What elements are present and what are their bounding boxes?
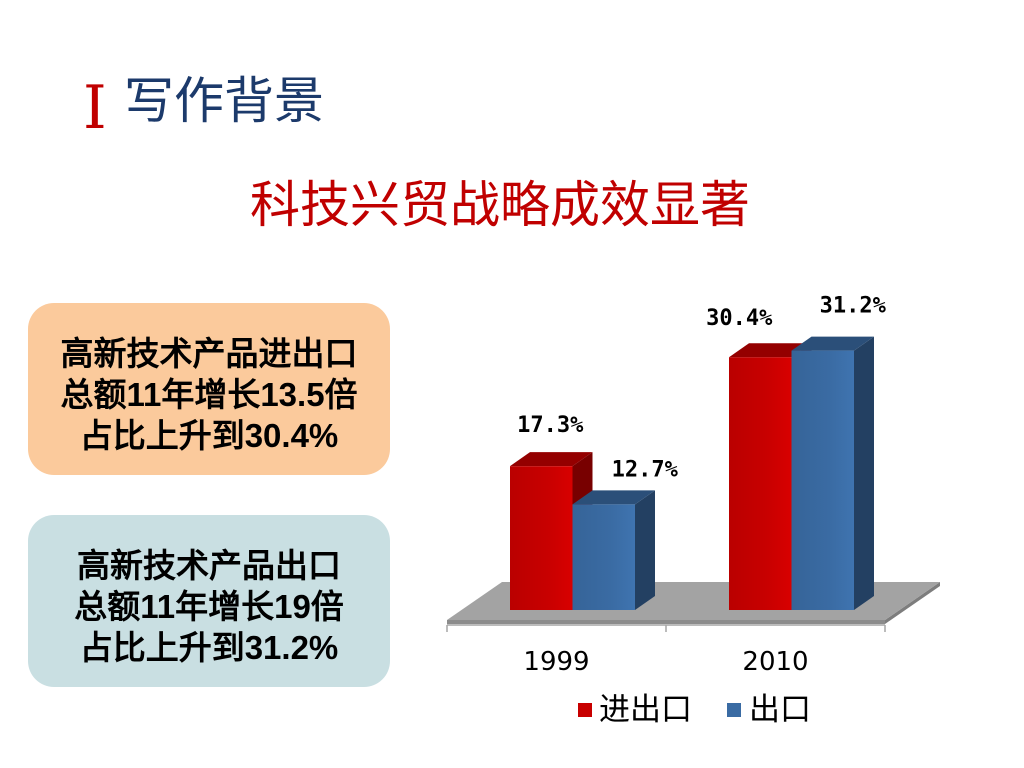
data-label-2010-s1: 30.4%: [706, 306, 773, 331]
bar-top-face: [572, 490, 655, 505]
data-label-2010-s2: 31.2%: [820, 294, 887, 319]
bar-2010-s2: [791, 336, 874, 610]
bar-front-face: [510, 466, 573, 610]
legend-swatch-import-export: [578, 703, 592, 717]
info-box-line: 占比上升到30.4%: [79, 416, 339, 454]
data-label-1999-s2: 12.7%: [612, 457, 679, 482]
info-box-line: 总额11年增长13.5倍: [60, 375, 358, 413]
slide-title: 科技兴贸战略成效显著: [250, 176, 750, 234]
chart-floor-front-edge: [447, 620, 885, 624]
info-box-import-export: 高新技术产品进出口 总额11年增长13.5倍 占比上升到30.4%: [28, 303, 390, 475]
section-numeral: Ⅰ: [83, 73, 107, 143]
category-label-2010: 2010: [742, 647, 808, 677]
info-box-export: 高新技术产品出口 总额11年增长19倍 占比上升到31.2%: [28, 515, 390, 687]
bar-top-face: [791, 336, 874, 351]
bar-chart: 17.3% 12.7% 30.4% 31.2% 1999 2010: [446, 294, 940, 677]
bar-1999-s2: [572, 490, 655, 610]
info-box-line: 总额11年增长19倍: [74, 587, 344, 625]
bar-front-face: [572, 504, 635, 610]
section-title: 写作背景: [124, 72, 324, 130]
chart-floor-side-edge: [885, 582, 940, 624]
legend-label-import-export: 进出口: [599, 692, 692, 727]
info-box-line: 高新技术产品出口: [77, 546, 341, 584]
data-label-1999-s1: 17.3%: [517, 413, 584, 438]
bar-top-face: [510, 452, 593, 467]
category-label-1999: 1999: [523, 647, 589, 677]
bar-1999-s1: [510, 452, 593, 610]
bar-top-face: [729, 343, 812, 358]
bar-front-face: [729, 357, 792, 610]
bar-side-face: [854, 336, 874, 610]
bar-side-face: [635, 490, 655, 610]
info-box-line: 占比上升到31.2%: [79, 628, 339, 666]
legend-label-export: 出口: [749, 692, 811, 727]
legend-swatch-export: [727, 703, 741, 717]
info-box-line: 高新技术产品进出口: [60, 334, 358, 372]
bar-front-face: [791, 350, 854, 610]
